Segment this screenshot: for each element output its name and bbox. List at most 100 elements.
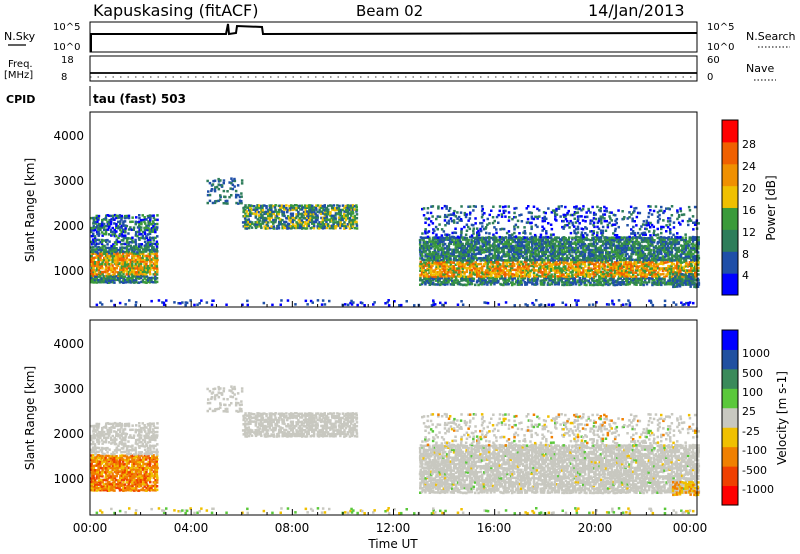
power-cell: [296, 222, 300, 225]
power-cell: [454, 239, 457, 242]
power-cell: [617, 242, 621, 245]
power-cell: [458, 263, 461, 266]
power-cell: [525, 259, 528, 262]
power-cell: [463, 249, 466, 252]
power-cell: [640, 240, 644, 244]
power-cell: [578, 280, 581, 284]
power-cell: [90, 230, 93, 234]
power-cell: [647, 242, 650, 245]
power-cell: [545, 230, 548, 233]
power-cell: [613, 237, 617, 240]
power-cell: [583, 215, 587, 219]
power-cell: [488, 250, 491, 253]
power-cell: [665, 281, 669, 284]
power-cell: [426, 207, 430, 210]
power-cell: [497, 243, 500, 246]
power-cell: [612, 243, 615, 246]
power-cell: [663, 279, 666, 282]
power-cell: [677, 264, 681, 268]
power-cell: [558, 274, 562, 278]
power-cell: [466, 245, 470, 248]
power-cell: [567, 222, 571, 225]
power-cell: [124, 214, 127, 218]
power-cell: [666, 244, 670, 248]
power-cell: [677, 249, 681, 252]
power-cell: [242, 210, 245, 214]
power-cell: [289, 221, 293, 224]
power-cell: [113, 245, 116, 248]
power-cell: [599, 215, 602, 218]
power-cell: [108, 219, 111, 222]
power-cell: [571, 283, 575, 286]
power-cell: [270, 208, 273, 212]
power-cell: [578, 244, 581, 248]
power-cell: [519, 262, 523, 266]
power-cell: [599, 261, 603, 264]
power-cell: [607, 252, 610, 255]
power-cell: [451, 235, 454, 239]
power-cell: [498, 205, 502, 208]
power-cell: [97, 246, 100, 249]
power-cell: [437, 280, 440, 284]
power-cell: [644, 246, 647, 249]
power-cell: [238, 199, 242, 202]
power-cell: [502, 254, 506, 258]
power-cell: [610, 271, 613, 275]
power-cell: [459, 277, 463, 280]
power-cell: [302, 221, 305, 224]
power-cell: [422, 269, 426, 272]
power-cell: [640, 277, 643, 280]
power-cell: [432, 242, 435, 245]
power-cell: [257, 214, 261, 217]
power-cell: [120, 276, 123, 280]
power-cell: [674, 239, 677, 242]
power-cell: [222, 189, 226, 193]
power-cell: [622, 256, 626, 260]
power-cell: [436, 228, 439, 231]
power-cell: [485, 242, 488, 246]
power-cell: [419, 262, 422, 266]
power-cell: [660, 267, 663, 270]
power-cell: [630, 265, 633, 268]
power-cell: [101, 267, 104, 270]
power-cell: [142, 280, 145, 284]
power-cell: [134, 263, 137, 266]
power-cell: [272, 227, 276, 230]
power-cell: [148, 220, 152, 224]
power-cell: [100, 231, 104, 234]
power-cell: [477, 270, 480, 274]
power-cell: [140, 222, 143, 226]
power-cell: [454, 236, 457, 240]
power-cell: [590, 259, 594, 262]
power-cell: [245, 227, 248, 230]
power-cell: [424, 258, 428, 261]
power-cell: [680, 250, 684, 254]
power-cell: [111, 256, 115, 260]
power-cell: [140, 220, 143, 224]
power-cell: [536, 248, 539, 252]
power-cell: [681, 248, 684, 252]
power-cell: [118, 214, 122, 217]
power-cell: [437, 240, 440, 243]
power-cell: [624, 253, 627, 256]
power-cell: [528, 257, 532, 260]
power-cell: [456, 242, 460, 246]
power-cell: [576, 211, 580, 214]
power-cell: [237, 202, 240, 205]
power-cell: [672, 242, 675, 246]
nsky-tick-top: 10^5: [53, 22, 80, 33]
power-cell: [606, 256, 610, 260]
power-cell: [312, 208, 316, 212]
power-cell: [580, 252, 583, 256]
power-cell: [578, 278, 582, 282]
power-cell: [131, 252, 134, 255]
power-cell: [102, 270, 105, 274]
power-cell: [596, 250, 599, 253]
power-cell: [129, 258, 132, 262]
power-cell: [539, 268, 542, 272]
power-cell: [143, 254, 146, 258]
power-cell: [685, 264, 688, 268]
power-cell: [261, 218, 265, 222]
power-cell: [231, 179, 234, 183]
power-cell: [314, 216, 318, 220]
